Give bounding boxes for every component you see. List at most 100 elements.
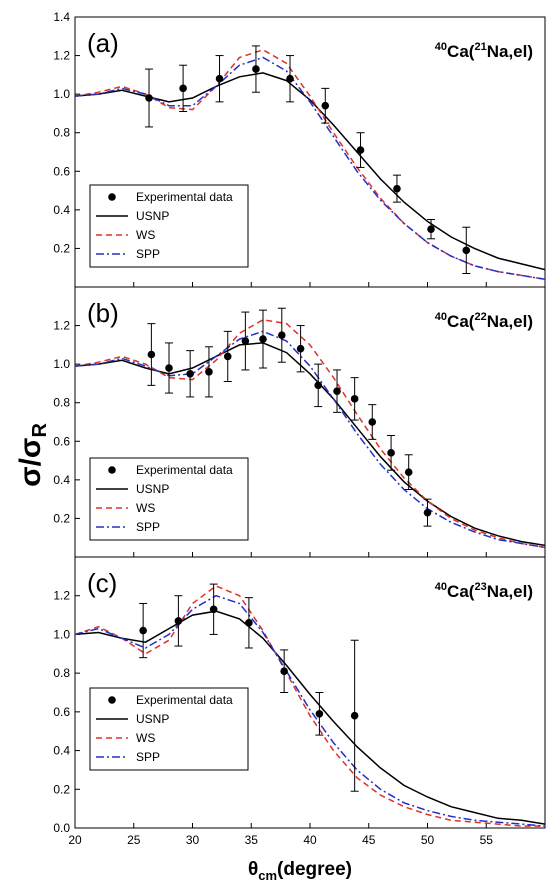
data-point xyxy=(278,331,286,340)
data-point xyxy=(223,352,232,361)
reaction-title-mass-3: 23 xyxy=(474,581,486,593)
reaction-title-element-1: Ca xyxy=(447,312,469,331)
y-tick-label: 0.2 xyxy=(53,782,70,796)
legend: Experimental data USNP WS SPP xyxy=(89,457,249,541)
y-axis-label-main: σ/σ xyxy=(14,438,47,487)
y-tick-label: 0.4 xyxy=(53,203,70,217)
data-point xyxy=(186,369,194,378)
data-point xyxy=(174,617,183,625)
legend-label: WS xyxy=(136,731,155,745)
reaction-title-mass-0: 40 xyxy=(435,41,447,53)
data-point xyxy=(315,709,324,718)
legend-marker-experimental xyxy=(108,466,116,474)
reaction-title-part-5: ,el) xyxy=(508,42,533,61)
y-tick-label: 1.0 xyxy=(53,627,70,641)
data-point xyxy=(215,74,224,83)
y-tick-label: 0.0 xyxy=(53,821,70,835)
y-axis-label-sub: R xyxy=(29,423,51,438)
data-point xyxy=(427,225,435,233)
x-tick-label: 45 xyxy=(362,833,376,847)
legend-marker-experimental xyxy=(108,193,116,201)
x-tick-label: 35 xyxy=(245,833,259,847)
y-tick-label: 0.8 xyxy=(53,126,70,140)
x-axis-label-main: θ xyxy=(248,859,258,880)
data-point xyxy=(350,711,359,720)
legend-label: SPP xyxy=(136,520,160,534)
data-point xyxy=(350,395,359,403)
legend-label: Experimental data xyxy=(136,693,233,707)
y-tick-label: 0.2 xyxy=(53,511,70,525)
reaction-title-part-2: ( xyxy=(469,582,475,601)
x-axis-label-sub: cm xyxy=(258,868,277,883)
reaction-title-element-1: Ca xyxy=(447,42,469,61)
reaction-title-part-5: ,el) xyxy=(508,312,533,331)
reaction-title-element-4: Na xyxy=(487,582,509,601)
reaction-title: 40Ca(23Na,el) xyxy=(435,581,533,601)
panel-c: 0.0 0.2 0.4 0.6 0.8 1.0 1.2 20 25 30 35 40 45 50 55 (c)… xyxy=(53,556,546,847)
y-tick-label: 0.2 xyxy=(53,241,70,255)
panel-label: (c) xyxy=(87,568,117,598)
y-tick-label: 0.8 xyxy=(53,666,70,680)
y-tick-label: 1.2 xyxy=(53,319,70,333)
data-point xyxy=(333,387,341,395)
data-point xyxy=(209,605,218,614)
y-axis-label: σ/σR xyxy=(14,423,51,487)
y-tick-label: 1.2 xyxy=(53,49,70,63)
legend-label: SPP xyxy=(136,247,160,261)
panel-label: (b) xyxy=(87,298,119,328)
legend: Experimental data USNP WS SPP xyxy=(89,687,249,771)
panel-a: 0.2 0.4 0.6 0.8 1.0 1.2 1.4 (a) 40Ca(21Na,el) Exp… xyxy=(53,10,546,288)
y-tick-label: 0.6 xyxy=(53,705,70,719)
data-point xyxy=(241,337,250,345)
x-axis-label: θcm(degree) xyxy=(248,859,352,883)
reaction-title-mass-0: 40 xyxy=(435,311,447,323)
data-point xyxy=(145,94,153,102)
data-point xyxy=(286,74,294,83)
x-tick-label: 25 xyxy=(127,833,141,847)
legend-label: USNP xyxy=(136,712,169,726)
reaction-title-element-4: Na xyxy=(487,42,509,61)
legend-label: WS xyxy=(136,228,155,242)
y-tick-label: 0.6 xyxy=(53,434,70,448)
data-point xyxy=(205,368,213,376)
y-tick-label: 1.2 xyxy=(53,589,70,603)
data-point xyxy=(423,508,432,517)
legend-label: SPP xyxy=(136,750,160,764)
data-point xyxy=(165,364,173,372)
legend-marker-experimental xyxy=(108,696,116,704)
series-line-ws xyxy=(75,585,545,827)
panels: 0.20.40.60.81.01.21.4(a) 40Ca(21Na,el)Exp… xyxy=(53,10,546,847)
panel-label: (a) xyxy=(87,28,119,58)
legend-label: USNP xyxy=(136,482,169,496)
data-point xyxy=(314,381,323,390)
reaction-title-mass-3: 22 xyxy=(474,311,486,323)
panel-b: 0.2 0.4 0.6 0.8 1.0 1.2 (b) 40Ca(22Na,el) Experi… xyxy=(53,286,546,558)
reaction-title-mass-3: 21 xyxy=(474,41,486,53)
data-point xyxy=(387,449,395,457)
x-axis-label-rest: (degree) xyxy=(277,859,352,880)
y-tick-label: 1.4 xyxy=(53,10,70,24)
y-tick-label: 0.4 xyxy=(53,744,70,758)
y-tick-label: 0.8 xyxy=(53,396,70,410)
data-point xyxy=(356,146,365,154)
x-tick-label: 20 xyxy=(68,833,82,847)
reaction-title-part-5: ,el) xyxy=(508,582,533,601)
y-tick-label: 1.0 xyxy=(53,87,70,101)
legend-label: Experimental data xyxy=(136,463,233,477)
reaction-title: 40Ca(22Na,el) xyxy=(435,311,533,331)
legend-label: WS xyxy=(136,501,155,515)
x-tick-label: 55 xyxy=(480,833,494,847)
data-point xyxy=(139,626,147,635)
data-point xyxy=(259,335,267,343)
x-tick-label: 40 xyxy=(303,833,317,847)
y-tick-label: 0.4 xyxy=(53,473,70,487)
legend-label: USNP xyxy=(136,209,169,223)
legend: Experimental data USNP WS SPP xyxy=(89,184,249,268)
reaction-title-element-1: Ca xyxy=(447,582,469,601)
series-line-spp xyxy=(75,594,545,827)
data-point xyxy=(147,350,156,359)
reaction-title-part-2: ( xyxy=(469,42,475,61)
data-point xyxy=(179,84,187,93)
data-point xyxy=(393,184,401,193)
reaction-title-mass-0: 40 xyxy=(435,581,447,593)
